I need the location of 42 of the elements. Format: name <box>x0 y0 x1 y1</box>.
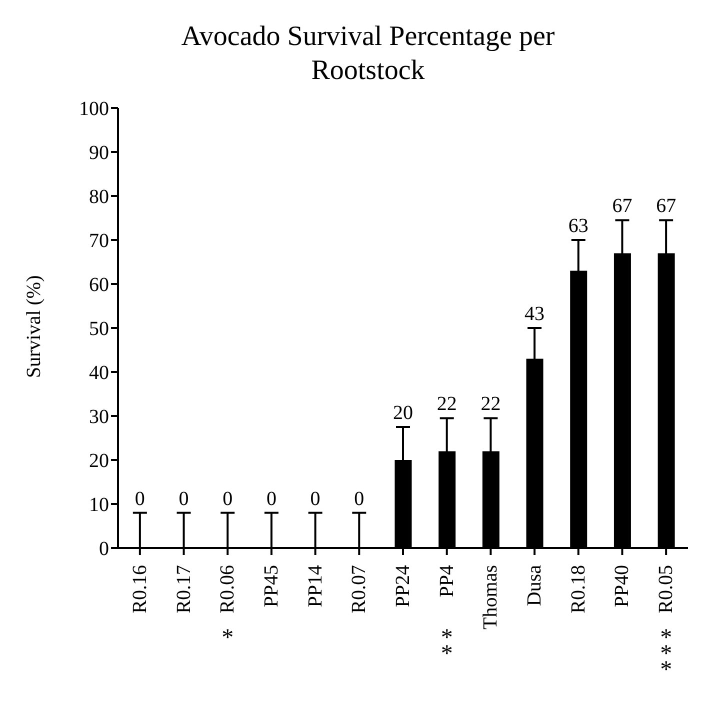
y-tick-label: 50 <box>89 318 109 340</box>
text: ** <box>440 625 453 667</box>
data-label: 0 <box>178 488 189 510</box>
y-tick-label: 100 <box>79 98 109 120</box>
x-tick-label: Thomas <box>480 564 502 630</box>
data-label: 0 <box>222 488 233 510</box>
data-label: 0 <box>354 488 364 510</box>
data-label: 0 <box>266 488 276 510</box>
x-tick-label: PP4 <box>436 565 458 598</box>
x-tick-label: R0.07 <box>348 565 370 614</box>
data-label: 0 <box>310 488 320 510</box>
data-label: 67 <box>612 195 632 218</box>
x-tick-label: R0.17 <box>172 565 195 614</box>
data-label: 22 <box>436 393 457 416</box>
y-tick-label: 40 <box>89 362 109 384</box>
x-tick-label: PP14 <box>304 565 326 608</box>
x-tick-label: R0.05 <box>655 565 678 614</box>
x-tick-label: PP24 <box>392 565 414 608</box>
data-label: 22 <box>480 393 501 416</box>
data-label: 63 <box>568 215 588 237</box>
y-tick-label: 90 <box>89 142 109 164</box>
y-tick-label: 70 <box>89 230 109 252</box>
x-tick-label: Dusa <box>524 564 546 606</box>
x-tick-label: R0.18 <box>567 565 590 614</box>
data-label: 0 <box>134 488 145 510</box>
y-tick-label: 80 <box>89 186 109 208</box>
data-label: 20 <box>393 402 413 424</box>
x-tick-label: PP45 <box>260 565 282 608</box>
y-tick-label: 10 <box>89 494 109 516</box>
x-tick-label: R0.06 <box>216 565 239 614</box>
y-tick-label: 20 <box>89 450 109 472</box>
x-tick-label: R0.16 <box>128 565 151 614</box>
data-label: 43 <box>524 303 545 325</box>
y-tick-label: 60 <box>89 274 109 296</box>
y-tick-label: 0 <box>99 538 109 560</box>
y-tick-label: 30 <box>89 406 109 428</box>
y-axis-title: Survival (%) <box>23 275 46 378</box>
x-tick-label: PP40 <box>611 565 634 608</box>
data-label: 67 <box>656 195 676 218</box>
text: * <box>222 625 234 651</box>
chart-title: Avocado Survival Percentage per Rootstock <box>180 20 556 88</box>
text: *** <box>660 625 672 683</box>
